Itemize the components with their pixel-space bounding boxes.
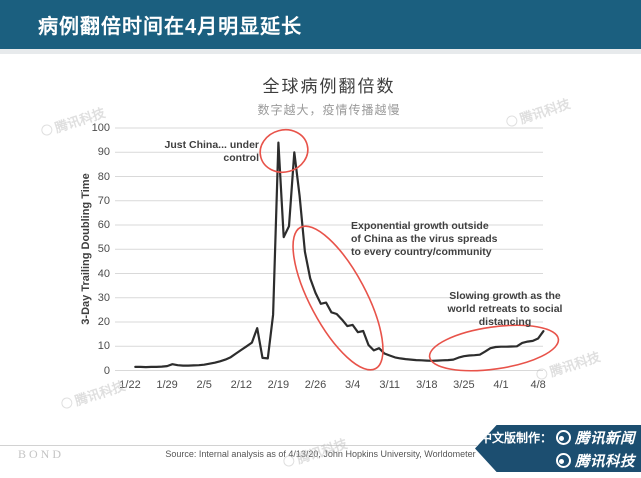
slide-header: 病例翻倍时间在4月明显延长 — [0, 0, 641, 49]
x-tick-label: 2/26 — [304, 379, 327, 391]
y-tick-label: 40 — [97, 267, 110, 280]
x-tick-label: 1/29 — [156, 379, 178, 391]
y-tick-label: 0 — [103, 364, 110, 377]
x-tick-label: 3/25 — [453, 379, 475, 391]
y-tick-label: 30 — [97, 291, 110, 304]
watermark-text: 腾讯科技 — [547, 349, 603, 380]
header-shadow — [0, 49, 641, 54]
annotation-just-china: Just China... under control — [164, 139, 259, 164]
tencent-watermark: 腾讯科技 — [59, 375, 128, 413]
chart-subtitle: 数字越大，疫情传播越慢 — [257, 103, 401, 117]
tencent-banner: 中文版制作： 腾讯新闻 腾讯科技 — [475, 425, 641, 472]
x-tick-label: 4/1 — [493, 379, 509, 391]
page-title: 病例翻倍时间在4月明显延长 — [38, 16, 303, 38]
x-tick-label: 2/19 — [267, 379, 290, 391]
x-tick-label: 3/11 — [379, 379, 400, 391]
banner-row-news: 中文版制作： 腾讯新闻 — [480, 427, 635, 448]
x-tick-label: 2/5 — [196, 379, 212, 391]
banner-row-tech: 腾讯科技 — [556, 450, 635, 471]
x-tick-label: 4/8 — [530, 379, 546, 391]
annotation-exponential-growth: Exponential growth outside of China as t… — [351, 220, 498, 258]
annotation-slowing-growth: Slowing growth as the world retreats to … — [447, 290, 563, 328]
chart-title: 全球病例翻倍数 — [262, 77, 396, 96]
bond-logo: BOND — [18, 447, 65, 461]
tencent-tech-label: 腾讯科技 — [575, 453, 635, 470]
y-tick-label: 60 — [97, 219, 110, 231]
y-tick-label: 20 — [97, 316, 110, 328]
x-tick-label: 2/12 — [230, 379, 253, 391]
y-tick-label: 10 — [97, 340, 110, 353]
y-tick-label: 50 — [97, 243, 110, 256]
footer-divider — [0, 445, 477, 446]
x-tick-label: 3/18 — [416, 379, 438, 391]
banner-prefix: 中文版制作： — [479, 430, 552, 445]
tencent-news-label: 腾讯新闻 — [575, 430, 635, 447]
y-tick-label: 100 — [91, 122, 110, 134]
y-tick-label: 80 — [97, 170, 110, 183]
y-tick-label: 90 — [97, 146, 110, 159]
x-tick-label: 3/4 — [344, 379, 361, 391]
tencent-news-icon — [556, 429, 571, 445]
x-tick-label: 1/22 — [119, 379, 141, 391]
watermark-logo-icon — [59, 396, 74, 410]
source-text: Source: Internal analysis as of 4/13/20,… — [165, 449, 476, 459]
tencent-tech-icon — [556, 452, 571, 468]
y-tick-label: 70 — [97, 194, 110, 207]
highlight-ellipse — [259, 128, 309, 174]
